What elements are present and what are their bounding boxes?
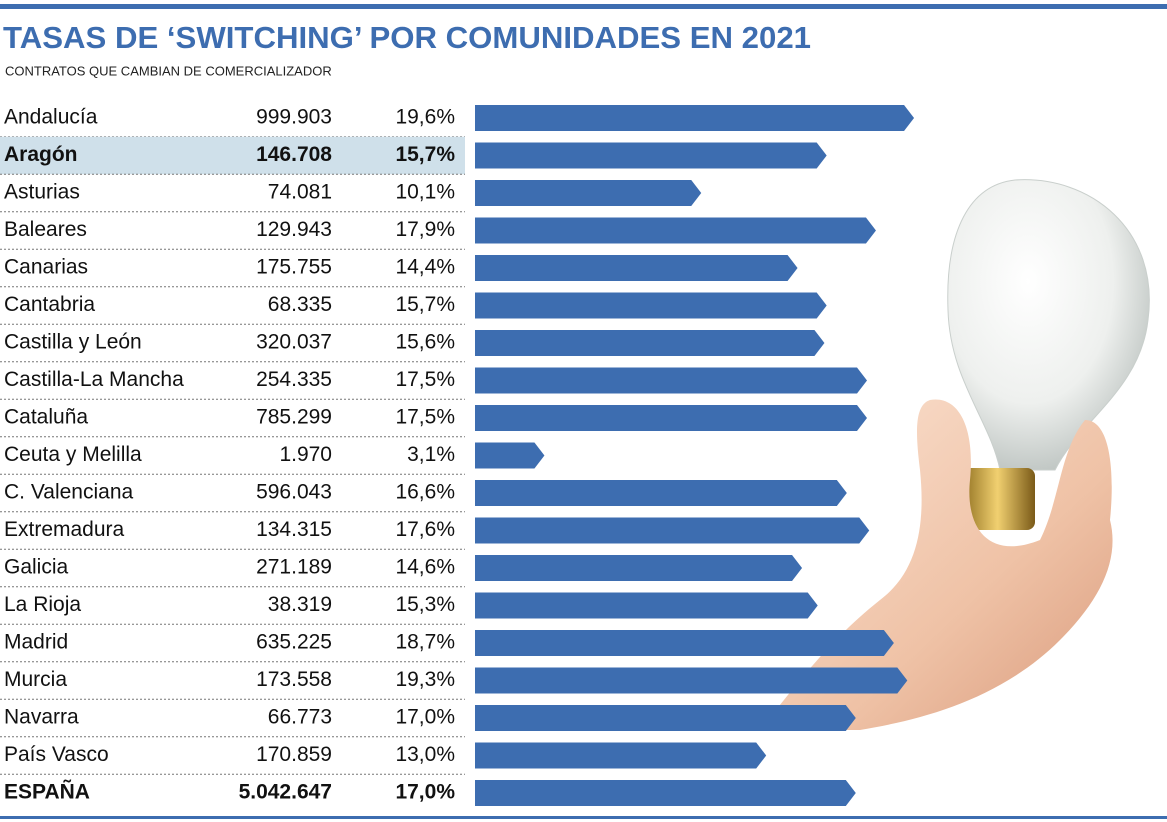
bar bbox=[475, 142, 827, 169]
bar bbox=[475, 217, 876, 244]
category-label: La Rioja bbox=[4, 593, 81, 616]
value-label: 17,6% bbox=[395, 518, 455, 541]
category-label: Cataluña bbox=[4, 406, 88, 429]
value-label: 17,0% bbox=[395, 781, 455, 804]
value-label: 3,1% bbox=[407, 443, 455, 466]
value-label: 17,5% bbox=[395, 406, 455, 429]
category-label: Galicia bbox=[4, 556, 69, 579]
value-label: 15,7% bbox=[395, 143, 455, 166]
contracts-label: 175.755 bbox=[256, 256, 332, 279]
top-rule bbox=[0, 4, 1167, 9]
bar bbox=[475, 592, 818, 619]
value-label: 15,3% bbox=[395, 593, 455, 616]
contracts-label: 254.335 bbox=[256, 368, 332, 391]
contracts-label: 170.859 bbox=[256, 743, 332, 766]
category-label: Canarias bbox=[4, 256, 88, 279]
value-label: 18,7% bbox=[395, 631, 455, 654]
contracts-label: 785.299 bbox=[256, 406, 332, 429]
bar bbox=[475, 480, 847, 506]
value-label: 16,6% bbox=[395, 481, 455, 504]
bar bbox=[475, 255, 798, 281]
chart-subtitle: CONTRATOS QUE CAMBIAN DE COMERCIALIZADOR bbox=[5, 63, 332, 78]
category-label: Aragón bbox=[4, 143, 78, 166]
bar bbox=[475, 705, 856, 731]
value-label: 15,7% bbox=[395, 293, 455, 316]
bar bbox=[475, 405, 867, 431]
category-label: Castilla y León bbox=[4, 331, 142, 354]
contracts-label: 320.037 bbox=[256, 331, 332, 354]
contracts-label: 596.043 bbox=[256, 481, 332, 504]
bar bbox=[475, 367, 867, 394]
bar bbox=[475, 292, 827, 319]
value-label: 17,0% bbox=[395, 706, 455, 729]
value-label: 14,6% bbox=[395, 556, 455, 579]
value-label: 13,0% bbox=[395, 743, 455, 766]
contracts-label: 66.773 bbox=[268, 706, 332, 729]
value-label: 19,6% bbox=[395, 106, 455, 129]
contracts-label: 1.970 bbox=[279, 443, 332, 466]
category-label: Castilla-La Mancha bbox=[4, 368, 184, 391]
bar bbox=[475, 780, 856, 806]
contracts-label: 129.943 bbox=[256, 218, 332, 241]
bar bbox=[475, 442, 545, 469]
chart-title: TASAS DE ‘SWITCHING’ POR COMUNIDADES EN … bbox=[3, 20, 811, 55]
value-label: 19,3% bbox=[395, 668, 455, 691]
contracts-label: 271.189 bbox=[256, 556, 332, 579]
row-highlight bbox=[0, 136, 465, 175]
bar bbox=[475, 630, 894, 656]
category-label: Cantabria bbox=[4, 293, 95, 316]
value-label: 17,5% bbox=[395, 368, 455, 391]
category-label: Navarra bbox=[4, 706, 79, 729]
contracts-label: 5.042.647 bbox=[239, 781, 332, 804]
category-label: Ceuta y Melilla bbox=[4, 443, 142, 466]
contracts-label: 38.319 bbox=[268, 593, 332, 616]
bar bbox=[475, 105, 915, 131]
bar bbox=[475, 517, 870, 544]
bar bbox=[475, 330, 825, 356]
bottom-rule bbox=[0, 816, 1167, 819]
value-label: 14,4% bbox=[395, 256, 455, 279]
value-label: 15,6% bbox=[395, 331, 455, 354]
value-label: 10,1% bbox=[395, 181, 455, 204]
category-label: Asturias bbox=[4, 181, 80, 204]
contracts-label: 999.903 bbox=[256, 106, 332, 129]
bar bbox=[475, 667, 908, 694]
contracts-label: 68.335 bbox=[268, 293, 332, 316]
category-label: Andalucía bbox=[4, 106, 98, 129]
contracts-label: 74.081 bbox=[268, 181, 332, 204]
bar bbox=[475, 180, 702, 206]
category-label: Extremadura bbox=[4, 518, 125, 541]
category-label: Madrid bbox=[4, 631, 68, 654]
contracts-label: 635.225 bbox=[256, 631, 332, 654]
category-label: C. Valenciana bbox=[4, 481, 134, 504]
value-label: 17,9% bbox=[395, 218, 455, 241]
contracts-label: 134.315 bbox=[256, 518, 332, 541]
category-label: Baleares bbox=[4, 218, 87, 241]
contracts-label: 173.558 bbox=[256, 668, 332, 691]
bar bbox=[475, 742, 767, 769]
category-label: País Vasco bbox=[4, 743, 109, 766]
category-label: ESPAÑA bbox=[4, 781, 90, 804]
category-label: Murcia bbox=[4, 668, 67, 691]
bar bbox=[475, 555, 803, 581]
contracts-label: 146.708 bbox=[256, 143, 332, 166]
